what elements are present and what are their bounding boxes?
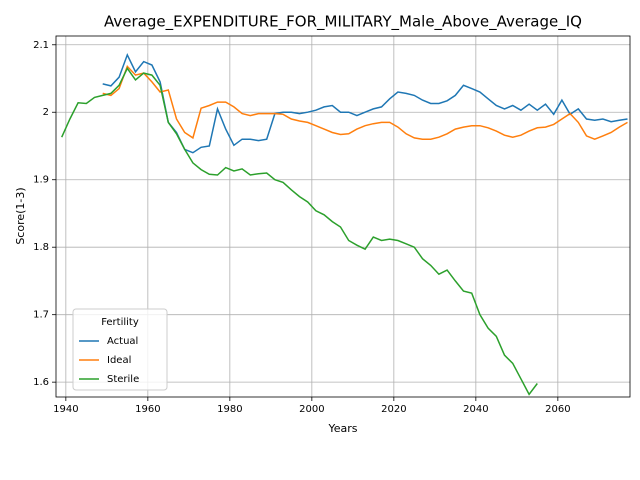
y-tick-label: 2: [43, 107, 49, 118]
x-tick-label: 2060: [545, 404, 570, 415]
y-tick-label: 1.9: [33, 175, 49, 186]
x-tick-label: 2000: [299, 404, 324, 415]
data-line: [102, 65, 628, 141]
legend-label: Ideal: [107, 355, 131, 366]
x-axis-label: Years: [327, 422, 357, 435]
chart-title: Average_EXPENDITURE_FOR_MILITARY_Male_Ab…: [104, 13, 582, 32]
y-axis-label: Score(1-3): [14, 187, 27, 244]
legend-title: Fertility: [101, 317, 139, 328]
x-tick-label: 2020: [381, 404, 406, 415]
y-tick-label: 1.6: [33, 377, 49, 388]
data-line: [102, 52, 628, 154]
legend-label: Actual: [107, 336, 138, 347]
y-tick-label: 1.8: [33, 242, 49, 253]
x-tick-label: 2040: [463, 404, 488, 415]
y-tick-label: 2.1: [33, 40, 49, 51]
legend-box: [72, 308, 168, 391]
data-line: [61, 66, 538, 396]
legend-label: Sterile: [107, 374, 139, 385]
x-tick-label: 1960: [135, 404, 160, 415]
y-tick-label: 1.7: [33, 310, 49, 321]
plot-frame: [55, 35, 631, 398]
x-tick-label: 1980: [217, 404, 242, 415]
x-tick-label: 1940: [53, 404, 78, 415]
